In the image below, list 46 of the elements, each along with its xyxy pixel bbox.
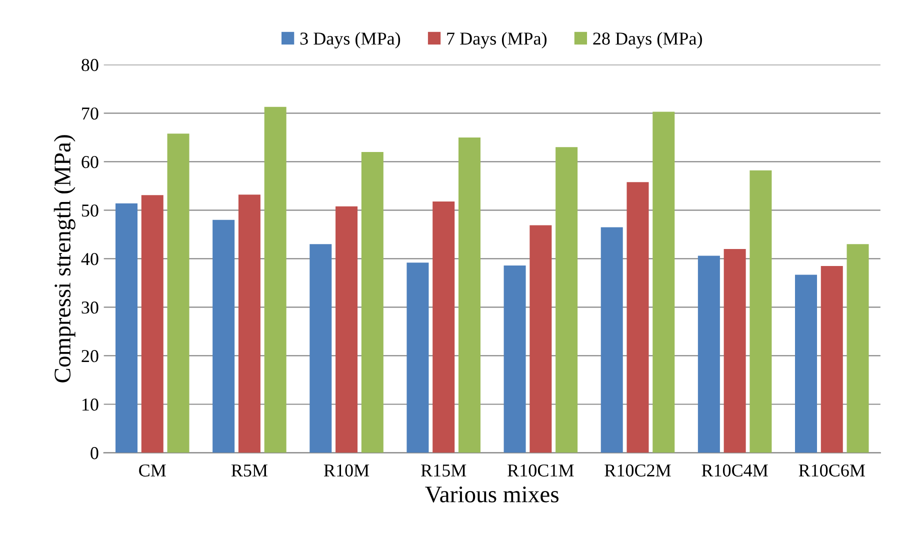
bar	[652, 112, 675, 453]
y-tick-label: 70	[82, 107, 98, 120]
bar	[504, 266, 526, 453]
y-tick-label: 80	[82, 58, 98, 72]
bar	[626, 182, 649, 453]
bar	[264, 106, 286, 453]
x-tick-label: R15M	[421, 464, 466, 477]
bar	[795, 274, 818, 453]
bar	[724, 249, 746, 453]
bar	[115, 203, 138, 453]
x-tick-label: R10C4M	[702, 464, 768, 477]
y-axis-title: Compressi strength (MPa)	[54, 135, 76, 382]
bar	[750, 170, 772, 453]
bar	[336, 206, 358, 453]
legend-label: 7 Days (MPa)	[447, 32, 547, 48]
x-tick-label: R10C2M	[604, 464, 671, 477]
bar	[310, 244, 332, 453]
y-tick-label: 0	[90, 447, 98, 460]
bar	[406, 262, 429, 453]
bar	[698, 256, 720, 453]
y-tick-label: 40	[81, 252, 98, 266]
bar	[141, 195, 164, 453]
y-tick-label: 50	[82, 204, 98, 217]
bar	[820, 266, 843, 453]
bar	[361, 152, 384, 453]
y-tick-label: 20	[82, 350, 98, 362]
x-tick-label: R10C1M	[508, 464, 574, 477]
bar	[600, 227, 623, 453]
bar	[556, 147, 578, 453]
bar	[458, 137, 480, 453]
bar	[212, 220, 235, 453]
y-tick-label: 10	[82, 398, 98, 411]
bar	[530, 225, 552, 453]
y-tick-label: 30	[82, 301, 98, 314]
x-tick-label: CM	[139, 464, 166, 477]
bar	[167, 134, 190, 453]
x-tick-label: R10M	[324, 464, 370, 477]
bar	[846, 244, 869, 453]
x-tick-label: R5M	[231, 464, 268, 477]
bar	[238, 194, 260, 453]
bar	[432, 201, 455, 453]
legend-label: 3 Days (MPa)	[300, 32, 400, 48]
y-tick-label: 60	[82, 156, 98, 168]
legend-label: 28 Days (MPa)	[593, 32, 702, 48]
x-tick-label: R10C6M	[798, 464, 865, 477]
x-axis-title: Various mixes	[425, 486, 558, 503]
